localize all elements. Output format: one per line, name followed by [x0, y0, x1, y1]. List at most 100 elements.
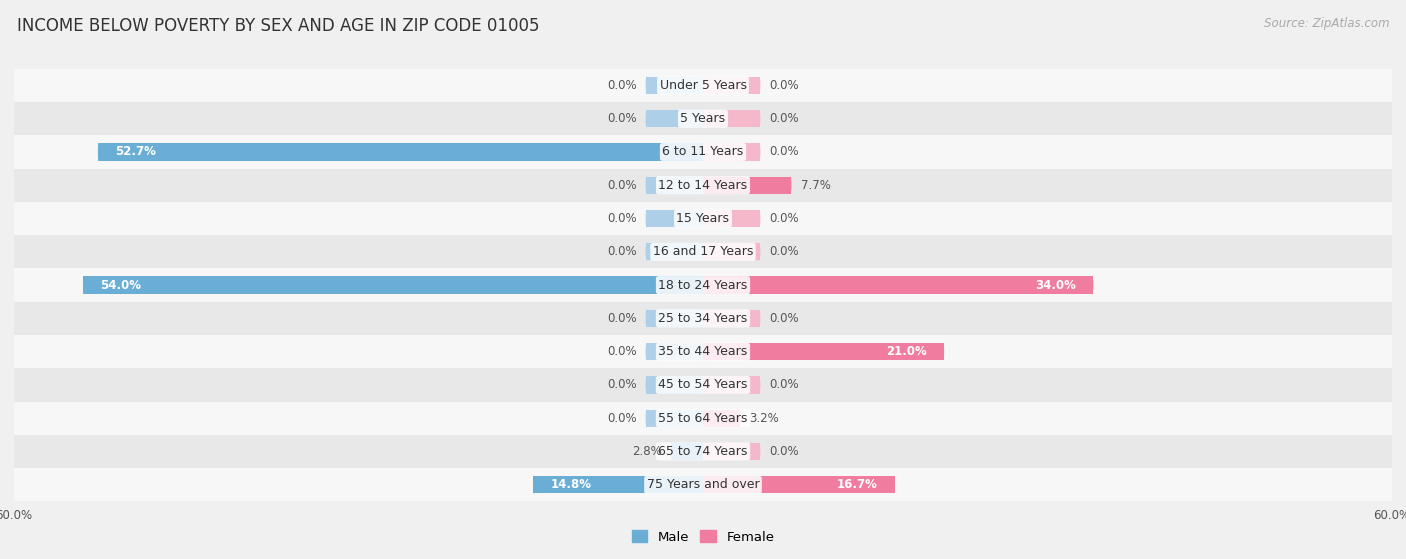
- Bar: [703, 443, 761, 460]
- Bar: [14, 401, 1392, 435]
- Ellipse shape: [703, 443, 706, 460]
- Bar: [703, 376, 761, 394]
- Bar: [645, 110, 703, 127]
- Bar: [14, 268, 1392, 302]
- Ellipse shape: [700, 443, 703, 460]
- Text: 6 to 11 Years: 6 to 11 Years: [662, 145, 744, 158]
- Ellipse shape: [700, 177, 703, 194]
- Bar: [703, 410, 740, 427]
- Bar: [703, 277, 1094, 293]
- Bar: [14, 235, 1392, 268]
- Ellipse shape: [700, 77, 703, 94]
- Ellipse shape: [645, 410, 648, 427]
- Ellipse shape: [758, 310, 761, 327]
- Ellipse shape: [533, 476, 536, 494]
- Ellipse shape: [700, 210, 703, 227]
- Text: 54.0%: 54.0%: [100, 278, 141, 292]
- Text: 3.2%: 3.2%: [749, 412, 779, 425]
- Bar: [14, 135, 1392, 169]
- Bar: [645, 376, 703, 394]
- Text: 0.0%: 0.0%: [607, 245, 637, 258]
- Bar: [703, 143, 761, 160]
- Text: 0.0%: 0.0%: [607, 79, 637, 92]
- Bar: [14, 102, 1392, 135]
- Text: 16.7%: 16.7%: [837, 479, 877, 491]
- Bar: [98, 143, 703, 160]
- Ellipse shape: [700, 410, 703, 427]
- Ellipse shape: [789, 177, 792, 194]
- Ellipse shape: [758, 143, 761, 160]
- Ellipse shape: [700, 277, 703, 293]
- Ellipse shape: [645, 376, 648, 394]
- Ellipse shape: [700, 310, 703, 327]
- Ellipse shape: [645, 343, 648, 361]
- Text: INCOME BELOW POVERTY BY SEX AND AGE IN ZIP CODE 01005: INCOME BELOW POVERTY BY SEX AND AGE IN Z…: [17, 17, 540, 35]
- Text: 0.0%: 0.0%: [769, 212, 799, 225]
- Text: 0.0%: 0.0%: [607, 412, 637, 425]
- Text: 18 to 24 Years: 18 to 24 Years: [658, 278, 748, 292]
- Bar: [671, 443, 703, 460]
- Text: 0.0%: 0.0%: [769, 378, 799, 391]
- Bar: [703, 343, 945, 361]
- Text: 0.0%: 0.0%: [769, 112, 799, 125]
- Text: 35 to 44 Years: 35 to 44 Years: [658, 345, 748, 358]
- Bar: [14, 69, 1392, 102]
- Text: 0.0%: 0.0%: [607, 179, 637, 192]
- Text: 55 to 64 Years: 55 to 64 Years: [658, 412, 748, 425]
- Ellipse shape: [700, 476, 703, 494]
- Text: 0.0%: 0.0%: [607, 212, 637, 225]
- Bar: [83, 277, 703, 293]
- Ellipse shape: [703, 110, 706, 127]
- Ellipse shape: [703, 410, 706, 427]
- Ellipse shape: [703, 177, 706, 194]
- Bar: [14, 169, 1392, 202]
- Ellipse shape: [671, 443, 673, 460]
- Ellipse shape: [645, 210, 648, 227]
- Ellipse shape: [700, 343, 703, 361]
- Bar: [14, 468, 1392, 501]
- Text: 16 and 17 Years: 16 and 17 Years: [652, 245, 754, 258]
- Text: Source: ZipAtlas.com: Source: ZipAtlas.com: [1264, 17, 1389, 30]
- Ellipse shape: [703, 476, 706, 494]
- Bar: [703, 243, 761, 260]
- Ellipse shape: [645, 310, 648, 327]
- Ellipse shape: [645, 77, 648, 94]
- Bar: [645, 77, 703, 94]
- Ellipse shape: [703, 310, 706, 327]
- Ellipse shape: [700, 243, 703, 260]
- Ellipse shape: [98, 143, 100, 160]
- Text: 45 to 54 Years: 45 to 54 Years: [658, 378, 748, 391]
- Ellipse shape: [758, 210, 761, 227]
- Ellipse shape: [758, 77, 761, 94]
- Bar: [14, 335, 1392, 368]
- Bar: [703, 110, 761, 127]
- Text: 34.0%: 34.0%: [1035, 278, 1076, 292]
- Bar: [645, 243, 703, 260]
- Ellipse shape: [700, 110, 703, 127]
- Text: 0.0%: 0.0%: [607, 112, 637, 125]
- Ellipse shape: [703, 277, 706, 293]
- Bar: [533, 476, 703, 494]
- Ellipse shape: [758, 376, 761, 394]
- Ellipse shape: [942, 343, 945, 361]
- Bar: [645, 310, 703, 327]
- Bar: [14, 202, 1392, 235]
- Text: 7.7%: 7.7%: [800, 179, 831, 192]
- Bar: [14, 435, 1392, 468]
- Text: 14.8%: 14.8%: [550, 479, 592, 491]
- Bar: [14, 302, 1392, 335]
- Bar: [14, 368, 1392, 401]
- Text: 0.0%: 0.0%: [769, 445, 799, 458]
- Ellipse shape: [758, 243, 761, 260]
- Bar: [703, 210, 761, 227]
- Bar: [703, 177, 792, 194]
- Bar: [703, 310, 761, 327]
- Text: 15 Years: 15 Years: [676, 212, 730, 225]
- Ellipse shape: [758, 110, 761, 127]
- Ellipse shape: [703, 343, 706, 361]
- Text: Under 5 Years: Under 5 Years: [659, 79, 747, 92]
- Bar: [645, 177, 703, 194]
- Text: 0.0%: 0.0%: [607, 345, 637, 358]
- Text: 21.0%: 21.0%: [886, 345, 927, 358]
- Text: 0.0%: 0.0%: [769, 312, 799, 325]
